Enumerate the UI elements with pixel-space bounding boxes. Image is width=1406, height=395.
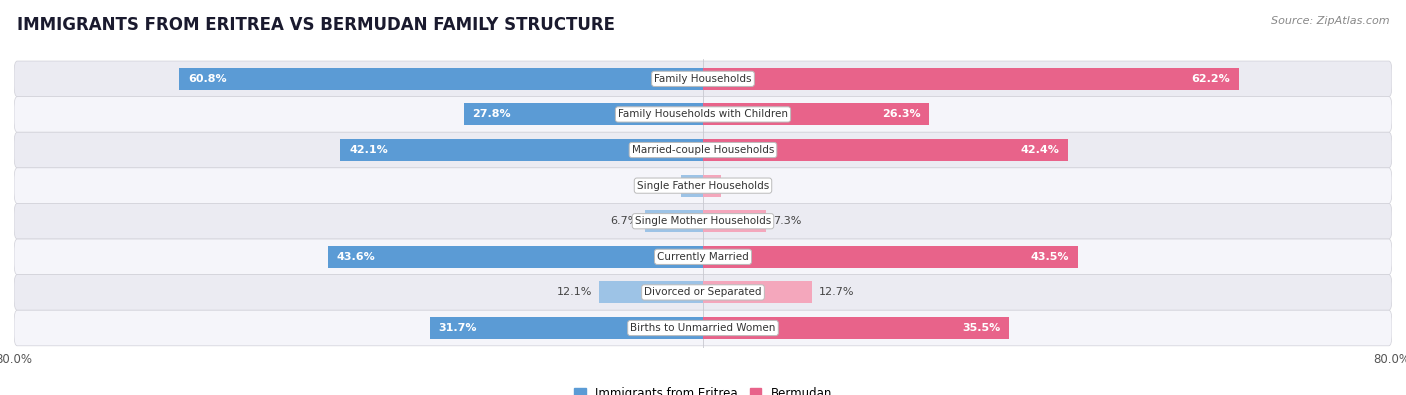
FancyBboxPatch shape	[14, 203, 1392, 239]
FancyBboxPatch shape	[14, 97, 1392, 132]
Text: 12.1%: 12.1%	[557, 288, 592, 297]
Bar	[180, 68, 703, 90]
FancyBboxPatch shape	[14, 310, 1392, 346]
Bar	[328, 246, 703, 268]
Bar	[703, 317, 1008, 339]
Text: Single Mother Households: Single Mother Households	[636, 216, 770, 226]
Text: 27.8%: 27.8%	[472, 109, 510, 119]
Text: 31.7%: 31.7%	[439, 323, 477, 333]
Text: Divorced or Separated: Divorced or Separated	[644, 288, 762, 297]
Text: 12.7%: 12.7%	[820, 288, 855, 297]
Text: Single Father Households: Single Father Households	[637, 181, 769, 191]
Text: 43.5%: 43.5%	[1031, 252, 1069, 262]
Bar	[703, 103, 929, 126]
Text: 7.3%: 7.3%	[773, 216, 801, 226]
Text: 62.2%: 62.2%	[1191, 74, 1230, 84]
Text: Family Households with Children: Family Households with Children	[619, 109, 787, 119]
Legend: Immigrants from Eritrea, Bermudan: Immigrants from Eritrea, Bermudan	[569, 383, 837, 395]
FancyBboxPatch shape	[14, 239, 1392, 275]
FancyBboxPatch shape	[14, 132, 1392, 168]
Bar	[703, 68, 1239, 90]
Bar	[340, 139, 703, 161]
Text: 2.1%: 2.1%	[728, 181, 756, 191]
Bar	[430, 317, 703, 339]
Text: IMMIGRANTS FROM ERITREA VS BERMUDAN FAMILY STRUCTURE: IMMIGRANTS FROM ERITREA VS BERMUDAN FAMI…	[17, 16, 614, 34]
Text: 60.8%: 60.8%	[188, 74, 226, 84]
Text: 6.7%: 6.7%	[610, 216, 638, 226]
Text: 2.5%: 2.5%	[647, 181, 675, 191]
Text: Source: ZipAtlas.com: Source: ZipAtlas.com	[1271, 16, 1389, 26]
Text: 43.6%: 43.6%	[336, 252, 375, 262]
FancyBboxPatch shape	[14, 168, 1392, 203]
Bar	[703, 175, 721, 197]
Text: 35.5%: 35.5%	[962, 323, 1000, 333]
Bar	[645, 210, 703, 232]
FancyBboxPatch shape	[14, 61, 1392, 97]
Bar	[682, 175, 703, 197]
Text: 26.3%: 26.3%	[882, 109, 921, 119]
Text: Currently Married: Currently Married	[657, 252, 749, 262]
Text: Births to Unmarried Women: Births to Unmarried Women	[630, 323, 776, 333]
Text: Married-couple Households: Married-couple Households	[631, 145, 775, 155]
Bar	[703, 246, 1077, 268]
Bar	[703, 210, 766, 232]
Bar	[464, 103, 703, 126]
Text: Family Households: Family Households	[654, 74, 752, 84]
Bar	[703, 139, 1069, 161]
Text: 42.1%: 42.1%	[349, 145, 388, 155]
FancyBboxPatch shape	[14, 275, 1392, 310]
Bar	[599, 281, 703, 303]
Bar	[703, 281, 813, 303]
Text: 42.4%: 42.4%	[1021, 145, 1060, 155]
